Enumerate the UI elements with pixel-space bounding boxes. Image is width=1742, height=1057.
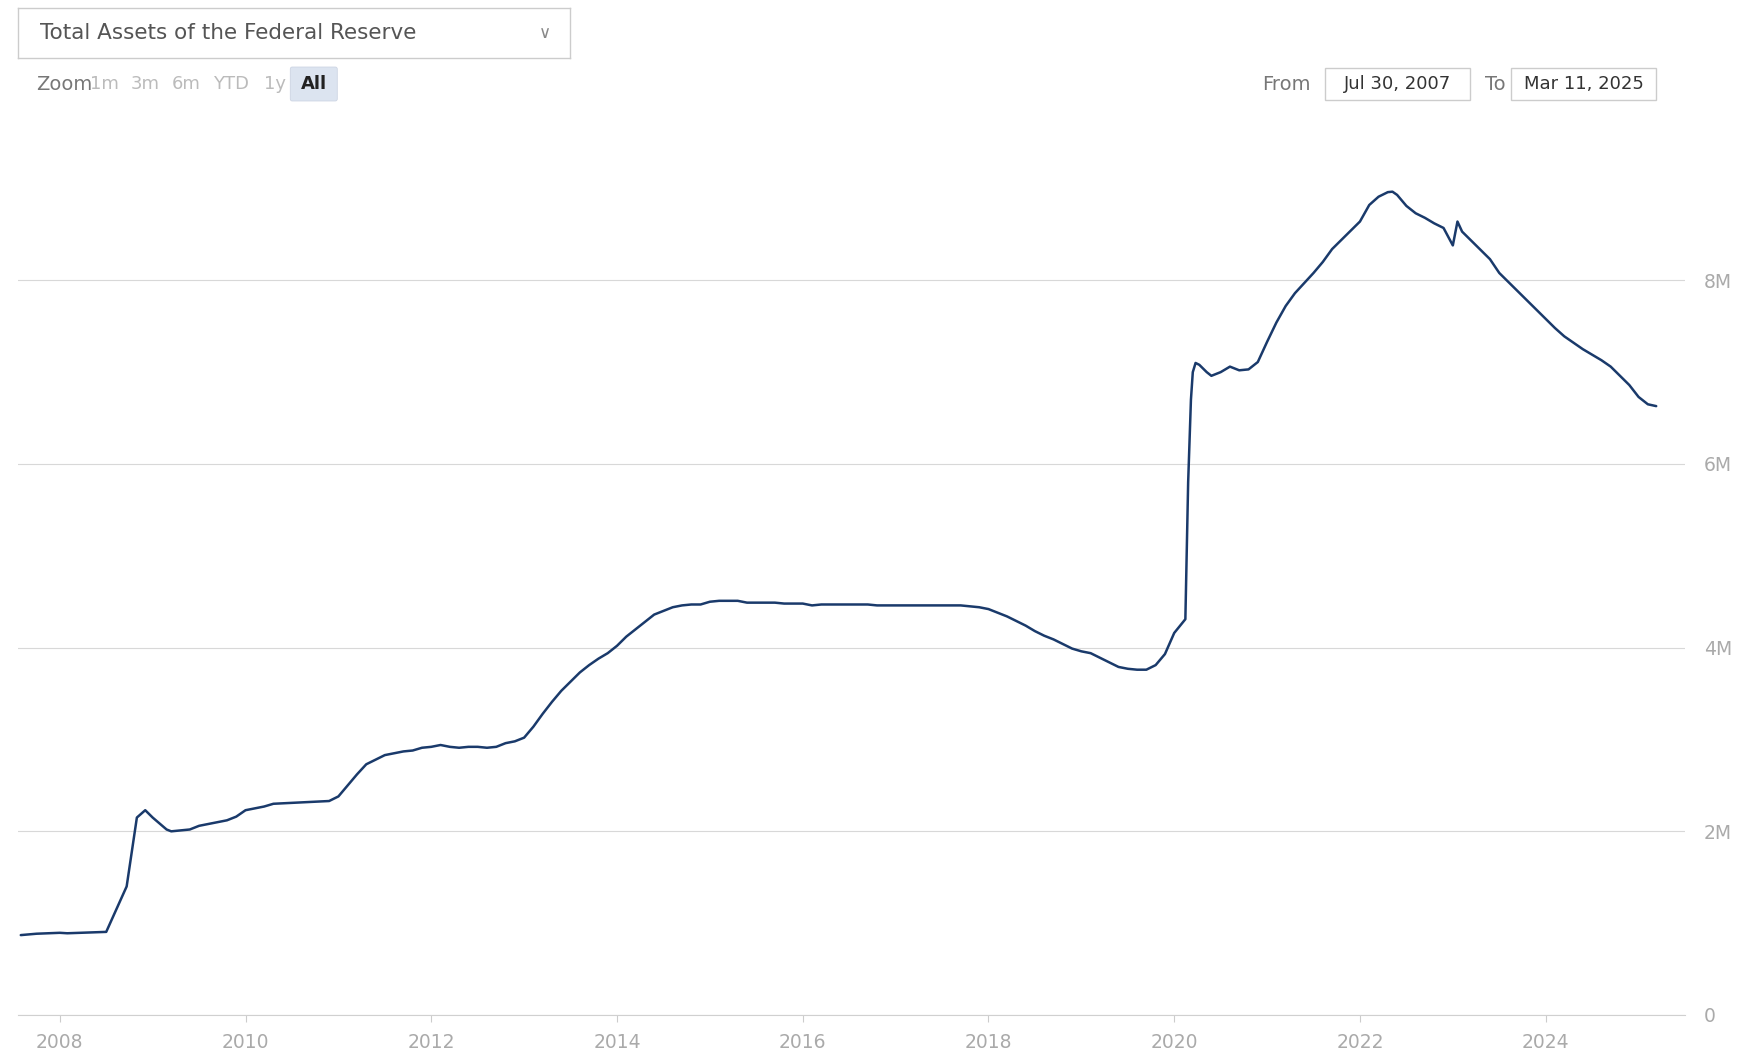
Text: Jul 30, 2007: Jul 30, 2007 <box>1345 75 1451 93</box>
FancyBboxPatch shape <box>291 67 338 101</box>
Text: YTD: YTD <box>214 75 249 93</box>
Text: From: From <box>1261 74 1310 93</box>
Text: 1y: 1y <box>263 75 286 93</box>
Text: ∨: ∨ <box>538 24 550 42</box>
Text: Mar 11, 2025: Mar 11, 2025 <box>1524 75 1644 93</box>
Text: 3m: 3m <box>131 75 160 93</box>
Text: 6m: 6m <box>172 75 200 93</box>
Text: Zoom: Zoom <box>35 74 92 93</box>
Text: 1m: 1m <box>91 75 118 93</box>
Text: To: To <box>1484 74 1505 93</box>
Text: All: All <box>301 75 327 93</box>
FancyBboxPatch shape <box>1326 68 1470 100</box>
FancyBboxPatch shape <box>1512 68 1657 100</box>
Text: Total Assets of the Federal Reserve: Total Assets of the Federal Reserve <box>40 23 416 43</box>
